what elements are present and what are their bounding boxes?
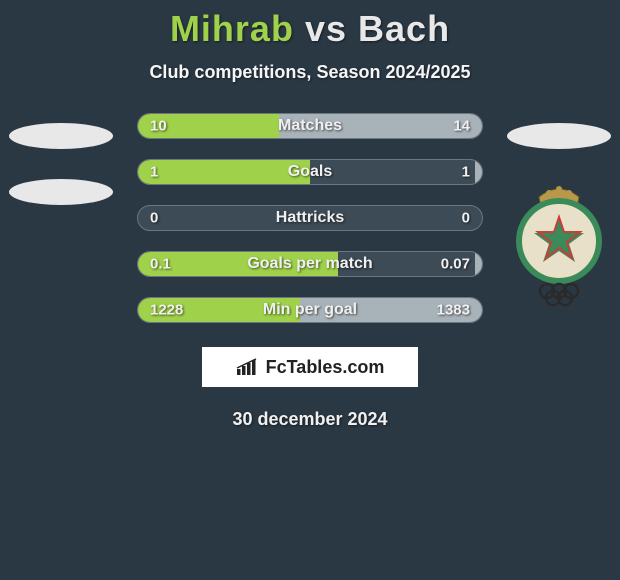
stat-label: Hattricks xyxy=(276,209,344,227)
stat-row: Goals 1 1 xyxy=(137,159,483,185)
stat-row: Matches 10 14 xyxy=(137,113,483,139)
stat-value-right: 0.07 xyxy=(441,256,470,273)
placeholder-ellipse xyxy=(9,123,113,149)
stat-row: Hattricks 0 0 xyxy=(137,205,483,231)
brand-badge: FcTables.com xyxy=(202,347,418,387)
brand-text: FcTables.com xyxy=(266,357,385,378)
team-badge-right xyxy=(504,123,614,309)
comparison-panel: Matches 10 14 Goals 1 1 Hattricks 0 0 Goals per m… xyxy=(0,113,620,430)
stat-label: Goals xyxy=(288,163,332,181)
player2-name: Bach xyxy=(358,8,450,49)
stat-value-left: 0.1 xyxy=(150,256,171,273)
team-badge-left xyxy=(6,123,116,205)
player1-name: Mihrab xyxy=(170,8,294,49)
stat-label: Goals per match xyxy=(247,255,372,273)
stat-value-left: 1228 xyxy=(150,302,183,319)
stat-row: Min per goal 1228 1383 xyxy=(137,297,483,323)
stat-value-right: 1383 xyxy=(437,302,470,319)
subtitle: Club competitions, Season 2024/2025 xyxy=(0,62,620,83)
stat-value-left: 1 xyxy=(150,164,158,181)
stat-value-right: 1 xyxy=(462,164,470,181)
placeholder-ellipse xyxy=(507,123,611,149)
bar-fill-right xyxy=(475,160,482,184)
vs-label: vs xyxy=(305,8,347,49)
stat-value-left: 10 xyxy=(150,118,167,135)
stat-label: Min per goal xyxy=(263,301,357,319)
stat-value-right: 0 xyxy=(462,210,470,227)
date-label: 30 december 2024 xyxy=(0,409,620,430)
bar-fill-left xyxy=(138,160,310,184)
stat-label: Matches xyxy=(278,117,342,135)
stat-value-right: 14 xyxy=(453,118,470,135)
bars-icon xyxy=(236,358,260,376)
team-crest-icon xyxy=(509,179,609,309)
placeholder-ellipse xyxy=(9,179,113,205)
stat-bars: Matches 10 14 Goals 1 1 Hattricks 0 0 Goals per m… xyxy=(137,113,483,323)
bar-fill-right xyxy=(475,252,482,276)
page-title: Mihrab vs Bach xyxy=(0,0,620,50)
stat-value-left: 0 xyxy=(150,210,158,227)
stat-row: Goals per match 0.1 0.07 xyxy=(137,251,483,277)
